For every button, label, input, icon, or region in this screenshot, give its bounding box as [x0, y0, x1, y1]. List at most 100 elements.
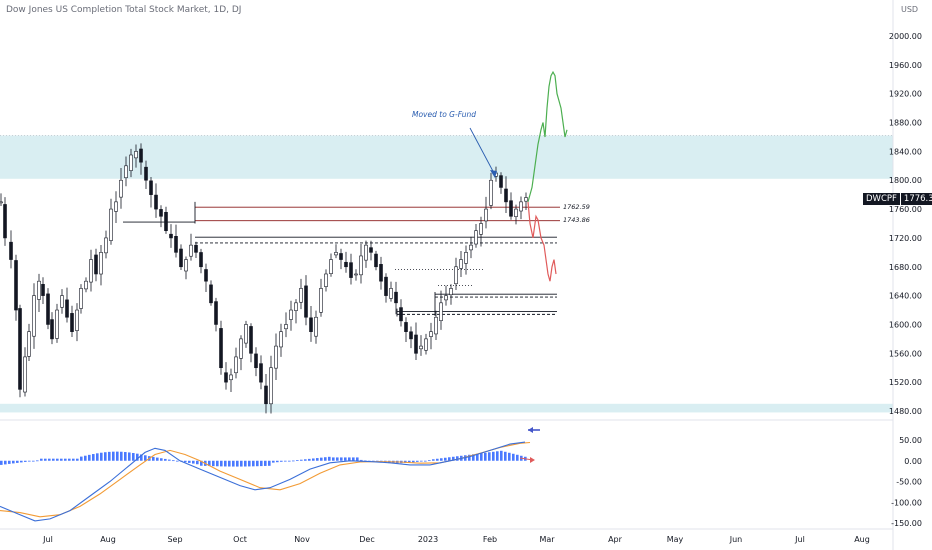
candle-body	[374, 253, 378, 268]
candle-body	[3, 204, 7, 239]
macd-histogram-bar	[408, 460, 411, 463]
candle-body	[329, 259, 333, 275]
candle-body	[259, 363, 263, 383]
candle-body	[424, 338, 428, 351]
macd-histogram-bar	[360, 459, 363, 461]
macd-histogram-bar	[428, 460, 431, 462]
candle-body	[389, 288, 393, 299]
candle-body	[104, 237, 108, 254]
candle-body	[84, 280, 88, 290]
macd-histogram-bar	[252, 460, 255, 467]
macd-tick-label: 0.00	[904, 457, 922, 466]
macd-histogram-bar	[304, 459, 307, 461]
candle-body	[364, 244, 368, 261]
price-tick-label: 1640.00	[889, 292, 922, 301]
candle-body	[174, 236, 178, 253]
macd-histogram-bar	[16, 460, 19, 463]
macd-histogram-bar	[480, 453, 483, 461]
macd-histogram-bar	[516, 454, 519, 461]
candle-body	[509, 200, 513, 217]
candle-body	[55, 309, 59, 339]
candle-body	[37, 280, 41, 300]
macd-histogram-bar	[432, 459, 435, 461]
macd-histogram-bar	[268, 460, 271, 466]
macd-histogram-bar	[56, 458, 59, 461]
candle-body	[339, 253, 343, 260]
candle-body	[379, 264, 383, 282]
candle-body	[89, 259, 93, 283]
macd-histogram-bar	[508, 452, 511, 461]
macd-histogram-bar	[320, 457, 323, 461]
macd-histogram-bar	[200, 460, 203, 466]
macd-histogram-bar	[264, 460, 267, 466]
macd-histogram-bar	[136, 453, 139, 461]
currency-label: USD	[901, 5, 919, 14]
candle-body	[209, 284, 213, 304]
candle-body	[519, 201, 523, 212]
time-tick-label: Mar	[539, 535, 555, 544]
candle-body	[349, 262, 353, 278]
time-tick-label: Nov	[294, 535, 310, 544]
macd-histogram-bar	[340, 457, 343, 461]
macd-histogram-bar	[280, 460, 283, 462]
candle-body	[309, 317, 313, 332]
candle-body	[469, 244, 473, 251]
candle-body	[27, 331, 31, 357]
macd-panel	[0, 419, 893, 522]
candle-body	[284, 324, 288, 330]
macd-histogram-bar	[40, 458, 43, 461]
macd-histogram-bar	[228, 460, 231, 467]
macd-histogram-bar	[68, 458, 71, 461]
candle-body	[134, 151, 138, 159]
price-tick-label: 1720.00	[889, 234, 922, 243]
macd-histogram-bar	[488, 452, 491, 461]
macd-histogram-bar	[72, 458, 75, 461]
macd-histogram-bar	[208, 460, 211, 467]
macd-histogram-bar	[496, 451, 499, 461]
candlesticks	[0, 143, 528, 414]
candle-body	[459, 259, 463, 269]
macd-histogram-bar	[316, 458, 319, 461]
macd-histogram-bar	[356, 457, 359, 461]
candle-body	[449, 288, 453, 296]
macd-histogram-bar	[32, 460, 35, 462]
time-tick-label: Aug	[100, 535, 116, 544]
candle-body	[399, 307, 403, 322]
candle-body	[394, 291, 398, 304]
price-tick-label: 1520.00	[889, 378, 922, 387]
macd-histogram-bar	[52, 458, 55, 461]
candle-body	[264, 385, 268, 405]
annotation-arrow-line	[469, 127, 496, 176]
candle-body	[429, 331, 433, 337]
candle-body	[354, 273, 358, 276]
bullish-projection	[527, 70, 568, 203]
macd-histogram-bar	[472, 454, 475, 461]
candle-body	[179, 248, 183, 268]
candle-body	[75, 309, 79, 331]
time-tick-label: Sep	[167, 535, 182, 544]
candle-body	[169, 233, 173, 239]
macd-histogram-bar	[132, 453, 135, 461]
candle-body	[229, 374, 233, 381]
time-tick-label: Dec	[359, 535, 374, 544]
last-price-value: 1776.38	[900, 193, 932, 205]
macd-histogram-bar	[112, 451, 115, 461]
candle-body	[314, 316, 318, 337]
macd-histogram-bar	[468, 454, 471, 461]
candle-body	[274, 345, 278, 369]
candle-body	[419, 345, 423, 350]
zone-1	[0, 403, 893, 413]
chart-title: Dow Jones US Completion Total Stock Mark…	[6, 5, 242, 15]
candle-body	[369, 247, 373, 253]
macd-histogram-bar	[156, 457, 159, 461]
candle-body	[524, 197, 528, 202]
macd-histogram-bar	[236, 460, 239, 467]
macd-histogram-bar	[452, 456, 455, 461]
annotation-arrow	[469, 127, 497, 178]
candle-body	[234, 356, 238, 374]
macd-histogram-bar	[416, 460, 419, 462]
macd-tick-label: -100.00	[891, 498, 922, 507]
candle-body	[149, 180, 153, 195]
macd-histogram-bar	[248, 460, 251, 467]
